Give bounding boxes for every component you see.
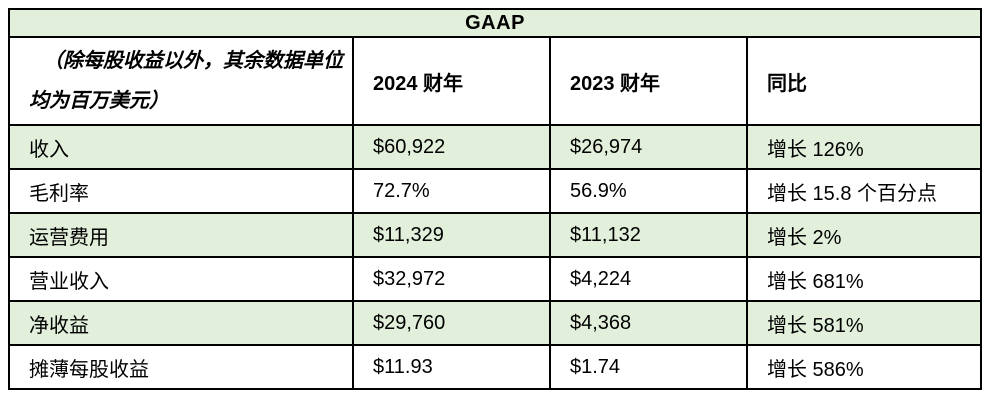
cell-yoy: 增长 681% <box>745 256 983 302</box>
row-label: 营业收入 <box>8 256 354 302</box>
row-label: 收入 <box>8 124 354 170</box>
cell-fy2023: $26,974 <box>549 124 748 170</box>
table-row-diluted-eps: 摊薄每股收益 $11.93 $1.74 增长 586% <box>8 344 983 390</box>
column-header-yoy: 同比 <box>745 36 983 126</box>
cell-fy2023: $4,368 <box>549 300 748 346</box>
table-title-row: GAAP <box>7 8 983 38</box>
column-header-fy2023: 2023 财年 <box>549 36 748 126</box>
cell-fy2024: $29,760 <box>352 300 551 346</box>
cell-fy2024: 72.7% <box>352 168 551 214</box>
cell-fy2024: $11,329 <box>352 212 551 258</box>
cell-fy2024: $32,972 <box>352 256 551 302</box>
column-header-fy2024: 2024 财年 <box>352 36 551 126</box>
row-label: 运营费用 <box>8 212 354 258</box>
table-row-operating-income: 营业收入 $32,972 $4,224 增长 681% <box>8 256 983 302</box>
gaap-financial-table: GAAP （除每股收益以外，其余数据单位均为百万美元） 2024 财年 2023… <box>7 8 983 390</box>
table-row-revenue: 收入 $60,922 $26,974 增长 126% <box>8 124 983 170</box>
cell-fy2023: 56.9% <box>549 168 748 214</box>
row-label: 摊薄每股收益 <box>8 344 354 390</box>
units-note: （除每股收益以外，其余数据单位均为百万美元） <box>8 36 354 126</box>
cell-fy2024: $60,922 <box>352 124 551 170</box>
table-row-gross-margin: 毛利率 72.7% 56.9% 增长 15.8 个百分点 <box>8 168 983 214</box>
cell-fy2023: $11,132 <box>549 212 748 258</box>
cell-yoy: 增长 2% <box>745 212 983 258</box>
table-title: GAAP <box>7 8 983 38</box>
row-label: 毛利率 <box>8 168 354 214</box>
table-row-net-income: 净收益 $29,760 $4,368 增长 581% <box>8 300 983 346</box>
cell-fy2023: $4,224 <box>549 256 748 302</box>
cell-yoy: 增长 586% <box>745 344 983 390</box>
cell-yoy: 增长 15.8 个百分点 <box>745 168 983 214</box>
row-label: 净收益 <box>8 300 354 346</box>
cell-fy2024: $11.93 <box>352 344 551 390</box>
table-row-operating-expenses: 运营费用 $11,329 $11,132 增长 2% <box>8 212 983 258</box>
table-header-row: （除每股收益以外，其余数据单位均为百万美元） 2024 财年 2023 财年 同… <box>8 36 983 126</box>
cell-yoy: 增长 126% <box>745 124 983 170</box>
cell-yoy: 增长 581% <box>745 300 983 346</box>
cell-fy2023: $1.74 <box>549 344 748 390</box>
